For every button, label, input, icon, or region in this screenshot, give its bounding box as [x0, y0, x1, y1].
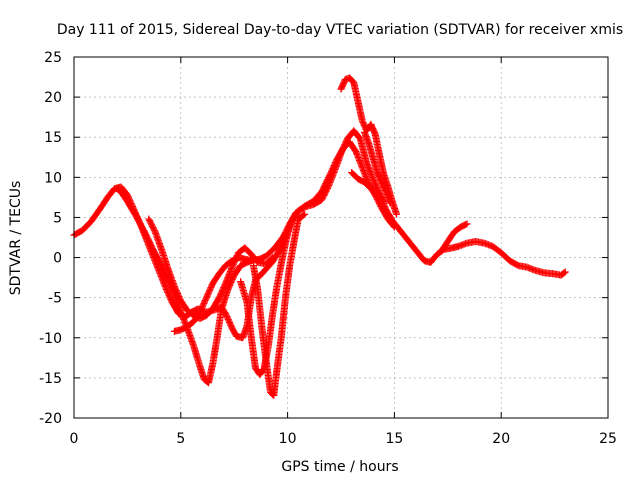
x-tick-label: 0 [70, 431, 79, 447]
x-tick-label: 5 [176, 431, 185, 447]
x-axis-label: GPS time / hours [281, 459, 398, 475]
plot-frame [73, 56, 609, 419]
data-point [386, 199, 394, 207]
y-tick-label: -20 [39, 411, 62, 427]
data-point [393, 210, 401, 218]
y-tick-label: 15 [44, 130, 62, 146]
y-tick-label: -5 [48, 291, 62, 307]
x-tick-label: 20 [492, 431, 510, 447]
data-point [560, 269, 568, 277]
data-point [462, 221, 470, 229]
y-tick-label: 25 [44, 50, 62, 66]
y-tick-label: 10 [44, 170, 62, 186]
data-point [269, 254, 277, 262]
data-point [286, 221, 294, 229]
y-tick-label: -15 [39, 371, 62, 387]
x-tick-label: 15 [385, 431, 403, 447]
data-point [300, 211, 308, 219]
y-tick-label: 0 [53, 251, 62, 267]
y-tick-label: -10 [39, 331, 62, 347]
x-tick-label: 25 [599, 431, 617, 447]
data-point [561, 268, 569, 276]
data-point [379, 196, 387, 204]
y-tick-label: 20 [44, 90, 62, 106]
chart-title: Day 111 of 2015, Sidereal Day-to-day VTE… [57, 22, 623, 38]
y-tick-label: 5 [53, 210, 62, 226]
data-point [389, 222, 397, 230]
data-point [390, 223, 398, 231]
axis-ticks: 0 5 10 15 20 25 25 20 15 10 5 0 -5 -10 -15 -20 [39, 50, 617, 447]
y-axis-label: SDTVAR / TECUs [8, 181, 24, 296]
data-point [463, 220, 471, 228]
data-point [247, 257, 255, 265]
data-points [70, 74, 569, 400]
data-point [301, 210, 309, 218]
data-point [268, 255, 276, 263]
x-tick-label: 10 [279, 431, 297, 447]
data-point [380, 197, 388, 205]
grid-lines [74, 57, 608, 418]
